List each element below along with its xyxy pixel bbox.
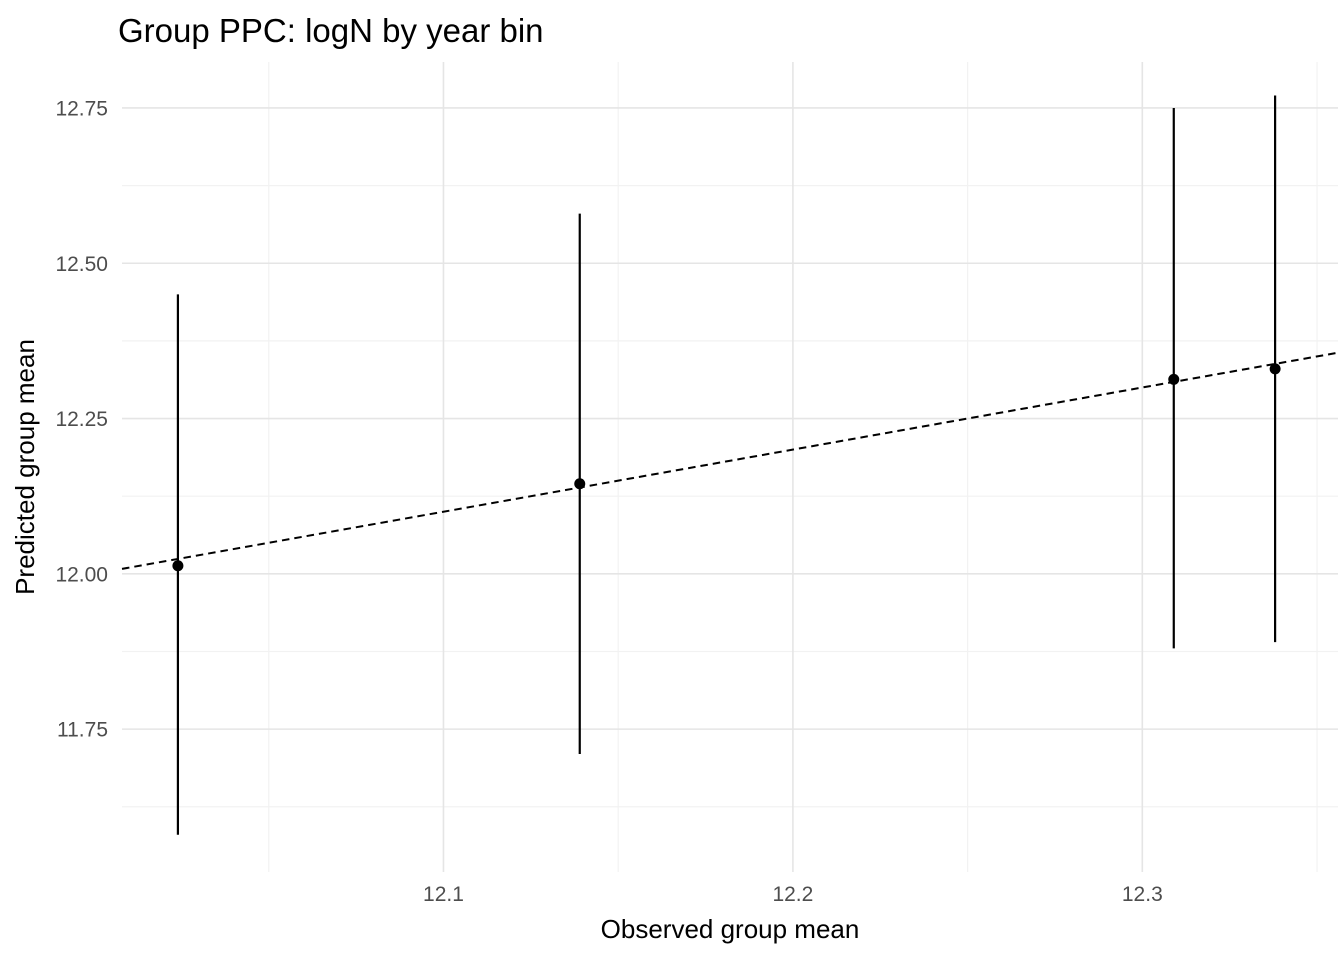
x-tick-label: 12.3 [1122,883,1163,906]
x-tick-label: 12.1 [423,883,464,906]
major-gridlines [122,62,1338,872]
data-points-layer [172,363,1281,572]
y-tick-label: 12.50 [55,253,108,276]
identity-reference-line [121,351,1339,570]
x-tick-label: 12.2 [772,883,813,906]
y-tick-label: 12.00 [55,563,108,586]
y-tick-label: 12.75 [55,97,108,120]
identity-reference-line-layer [121,351,1339,570]
data-point [1269,363,1281,375]
y-tick-label: 12.25 [55,408,108,431]
chart-title: Group PPC: logN by year bin [118,12,544,49]
x-tick-labels: 12.1 12.2 12.3 [423,883,1163,906]
y-tick-labels: 11.75 12.00 12.25 12.50 12.75 [55,97,108,741]
data-point [574,478,586,490]
minor-gridlines [122,62,1338,872]
y-axis-title: Predicted group mean [10,339,40,595]
y-tick-label: 11.75 [57,719,108,742]
data-point [1168,373,1180,385]
data-point [172,560,184,572]
x-axis-title: Observed group mean [601,914,860,944]
